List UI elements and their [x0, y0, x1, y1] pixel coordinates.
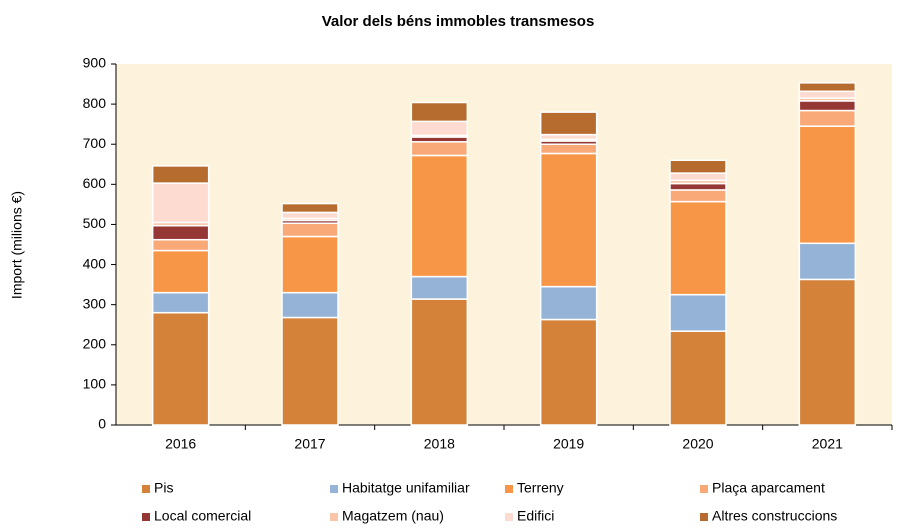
bar-segment	[410, 298, 469, 426]
y-tick-label: 0	[98, 416, 106, 432]
bar-segment	[281, 202, 339, 214]
bar-segment	[410, 154, 469, 278]
legend-label: Plaça aparcament	[712, 480, 825, 496]
bar-segment	[539, 318, 598, 426]
bar-segment	[798, 242, 857, 281]
legend-swatch	[700, 485, 708, 493]
bar-segment	[539, 152, 598, 288]
legend-label: Habitatge unifamiliar	[342, 480, 470, 496]
legend-label: Magatzem (nau)	[342, 508, 444, 524]
y-tick-label: 100	[83, 376, 107, 392]
x-tick-label: 2021	[812, 436, 843, 452]
bar-segment	[281, 316, 339, 426]
y-tick-label: 400	[83, 255, 107, 271]
x-tick-label: 2019	[553, 436, 584, 452]
bar-segment	[539, 143, 598, 155]
legend-swatch	[330, 485, 338, 493]
legend-label: Edifici	[517, 508, 554, 524]
chart-title: Valor dels béns immobles transmesos	[322, 13, 595, 30]
bar-segment	[281, 211, 339, 220]
y-tick-label: 300	[83, 295, 107, 311]
legend-swatch	[142, 485, 150, 493]
bar-segment	[410, 120, 469, 137]
bar-segment	[798, 100, 857, 112]
bar-segment	[410, 141, 469, 157]
legend-swatch	[142, 513, 150, 521]
bar-segment	[669, 172, 727, 182]
bar-segment	[669, 293, 727, 332]
legend-label: Local comercial	[154, 508, 251, 524]
y-tick-label: 800	[83, 95, 107, 111]
bar-segment	[669, 159, 727, 174]
bar-segment	[151, 291, 210, 314]
legend-swatch	[700, 513, 708, 521]
y-tick-label: 200	[83, 335, 107, 351]
y-tick-label: 500	[83, 215, 107, 231]
bar-segment	[798, 278, 857, 426]
y-tick-label: 900	[83, 55, 107, 71]
legend-swatch	[505, 485, 513, 493]
bar-segment	[410, 101, 469, 123]
y-axis-label: Import (milions €)	[9, 191, 25, 299]
x-tick-label: 2016	[165, 436, 196, 452]
legend-label: Terreny	[517, 480, 564, 496]
plot-area	[116, 64, 892, 425]
bar-segment	[281, 291, 339, 319]
legend-swatch	[330, 513, 338, 521]
bar-segment	[151, 182, 210, 224]
bar-segment	[539, 285, 598, 321]
bar-segment	[798, 109, 857, 127]
bar-segment	[669, 189, 727, 203]
bar-segment	[151, 238, 210, 252]
bar-segment	[151, 224, 210, 241]
y-tick-label: 700	[83, 135, 107, 151]
legend-label: Pis	[154, 480, 173, 496]
bar-segment	[798, 90, 857, 99]
y-tick-label: 600	[83, 175, 107, 191]
bar-segment	[669, 330, 727, 426]
x-tick-label: 2020	[682, 436, 713, 452]
bar-segment	[669, 182, 727, 191]
bar-segment	[151, 311, 210, 426]
bar-segment	[151, 249, 210, 294]
bar-segment	[798, 125, 857, 245]
x-tick-label: 2018	[424, 436, 455, 452]
bar-segment	[151, 165, 210, 184]
legend-swatch	[505, 513, 513, 521]
legend-label: Altres construccions	[712, 508, 837, 524]
x-tick-label: 2017	[294, 436, 325, 452]
bar-segment	[539, 111, 598, 136]
bar-segment	[669, 200, 727, 296]
bar-segment	[281, 235, 339, 294]
bar-segment	[410, 275, 469, 300]
bar-segment	[281, 222, 339, 238]
bar-segment	[798, 82, 857, 93]
